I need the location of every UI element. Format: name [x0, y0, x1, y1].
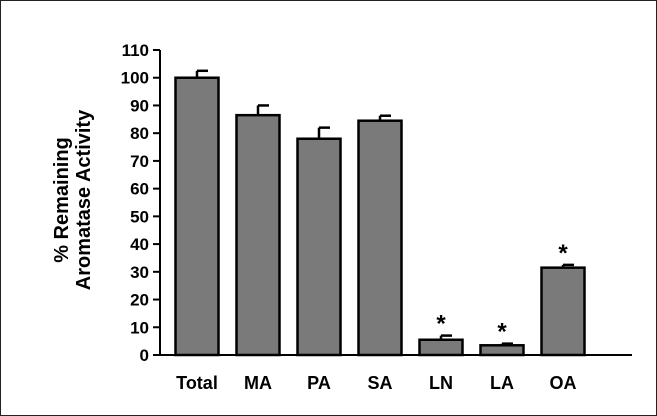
- bar-ma: [235, 113, 281, 357]
- y-tick-label: 60: [130, 180, 149, 199]
- x-axis: Total MA PA SA LN LA OA: [160, 354, 632, 393]
- y-tick-label: 0: [140, 346, 149, 365]
- bar-la: [479, 344, 525, 357]
- y-axis-label-line: Aromatase Activity: [73, 109, 95, 290]
- y-tick-label: 50: [130, 207, 149, 226]
- x-tick-label: SA: [367, 373, 392, 393]
- bars: [174, 76, 586, 357]
- error-bars: [195, 69, 574, 346]
- y-tick-label: 90: [130, 96, 149, 115]
- significance-star: *: [558, 240, 568, 267]
- x-tick-label: LA: [490, 373, 514, 393]
- y-tick-label: 10: [130, 318, 149, 337]
- y-tick-label: 70: [130, 152, 149, 171]
- y-axis-label-line: % Remaining: [51, 137, 73, 263]
- y-axis-label: % Remaining Aromatase Activity: [51, 109, 95, 290]
- y-tick-label: 40: [130, 235, 149, 254]
- x-tick-label: LN: [429, 373, 453, 393]
- y-tick-label: 30: [130, 263, 149, 282]
- y-axis: 0 10 20 30 40 50 60 70 80 90 100 110: [121, 41, 161, 365]
- x-tick-label: PA: [307, 373, 331, 393]
- significance-star: *: [497, 319, 507, 346]
- y-tick-label: 110: [122, 41, 149, 60]
- x-tick-label: OA: [550, 373, 577, 393]
- bar-sa: [357, 119, 403, 357]
- y-tick-label: 100: [121, 69, 149, 88]
- bar-oa: [540, 266, 586, 357]
- bar-pa: [296, 137, 342, 357]
- x-tick-label: MA: [244, 373, 272, 393]
- significance-star: *: [436, 311, 446, 338]
- y-tick-label: 20: [130, 291, 149, 310]
- x-tick-label: Total: [176, 373, 218, 393]
- bar-total: [174, 76, 220, 357]
- y-tick-label: 80: [130, 124, 149, 143]
- bar-ln: [418, 338, 464, 357]
- significance-markers: * * *: [436, 240, 568, 346]
